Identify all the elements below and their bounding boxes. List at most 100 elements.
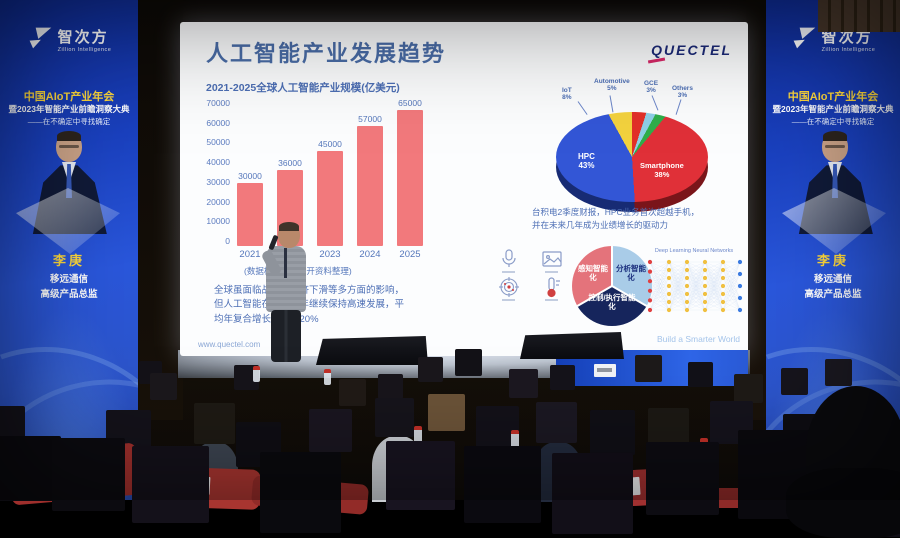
x-axis-label: 2024 [359, 249, 381, 260]
speaker-job-title: 高级产品总监 [40, 289, 98, 300]
bar-group: 65000 2025 [395, 98, 425, 260]
pie-leader-line [651, 95, 659, 111]
pie-slice-label: Smartphone 38% [640, 161, 684, 179]
zhicifang-logo-mark [793, 27, 815, 49]
ceiling-panels [818, 0, 900, 32]
bar-value-label: 57000 [358, 113, 382, 124]
y-axis-tick: 30000 [206, 176, 230, 187]
pie-slice-label: Automotive 5% [594, 78, 630, 93]
paper-sheet [605, 476, 641, 498]
water-bottle [414, 426, 422, 446]
bar-value-label: 45000 [318, 138, 342, 149]
pie-leader-line [577, 101, 588, 115]
bar [237, 182, 263, 246]
paper-sheet [0, 452, 26, 472]
portrait-tie [832, 164, 838, 198]
x-axis-label: 2025 [399, 249, 421, 260]
slide-title: 人工智能产业发展趋势 [206, 41, 447, 66]
sensor-icon-grid [492, 248, 568, 301]
speaker-company: 移远通信 [813, 274, 852, 285]
water-bottle [756, 450, 764, 470]
portrait-head [822, 131, 848, 162]
desk-name-card [594, 364, 616, 377]
speaker-company: 移远通信 [49, 274, 88, 285]
y-axis-tick: 40000 [206, 157, 230, 168]
presenter-legs [271, 310, 301, 362]
pie-note-line: 并在未来几年成为业绩增长的驱动力 [532, 220, 669, 231]
bar-group: 30000 2021 [235, 98, 265, 260]
wheel-label-perception: 感知智能化 [578, 264, 608, 282]
speaker-job-title: 高级产品总监 [804, 289, 862, 300]
audience-torso [372, 436, 424, 502]
speaker-name: 李庚 [816, 253, 849, 268]
water-bottle [511, 430, 519, 450]
pie-leader-line [609, 95, 614, 113]
bar-value-label: 36000 [278, 157, 302, 168]
positioning-icon [492, 276, 525, 301]
quectel-logo: QUECTEL [648, 42, 732, 63]
logo-subtext: Zillion Intelligence [57, 47, 112, 53]
stage-monitor [520, 332, 624, 359]
water-bottle [253, 366, 260, 382]
water-bottle [700, 438, 708, 458]
temperature-icon [535, 276, 568, 301]
speaker-name: 李庚 [52, 253, 85, 268]
event-subtitle: 暨2023年智能产业前瞻洞察大典 [772, 104, 894, 114]
paper-sheet [171, 475, 211, 495]
neural-network-title: Deep Learning Neural Networks [654, 248, 734, 254]
y-axis-tick: 50000 [206, 137, 230, 148]
audience-front-row [0, 0, 1, 1]
event-subtitle: 暨2023年智能产业前瞻洞察大典 [8, 104, 130, 114]
pie-slice-label: Others 3% [672, 85, 693, 100]
bar-chart: 70000 60000 50000 40000 30000 20000 10000 0 300… [194, 98, 462, 260]
bar-group: 45000 2023 [315, 98, 345, 260]
bar [317, 150, 343, 246]
pie-note: 台积电2季度财报，HPC业务首次超越手机， 并在未来几年成为业绩增长的驱动力 [532, 206, 699, 232]
water-bottle [86, 438, 94, 456]
pie-slice-label: IoT 8% [562, 87, 572, 102]
pie-chart: Automotive 5% GCE 3% Others 3% Smartphone 38% HP… [548, 78, 718, 218]
quectel-logo-text: QUECTEL [651, 42, 732, 58]
pie-leader-line [675, 99, 682, 115]
presenter-head [278, 222, 300, 248]
bar-value-label: 65000 [398, 98, 422, 108]
audience-torso [534, 442, 582, 502]
stage-wall-left [135, 0, 183, 420]
y-axis-tick: 10000 [206, 216, 230, 227]
bar-group: 57000 2024 [355, 98, 385, 260]
wheel-label-analysis: 分析智能化 [616, 264, 646, 282]
neural-network-diagram: Deep Learning Neural Networks [642, 248, 746, 322]
neural-network-graphic [647, 259, 743, 313]
bar-value-label: 30000 [238, 170, 262, 181]
image-icon [535, 248, 568, 273]
y-axis-tick: 0 [225, 235, 230, 246]
pie-note-line: 台积电2季度财报，HPC业务首次超越手机， [532, 207, 700, 217]
analysis-line: 均年复合增长率超过20% [214, 313, 319, 325]
y-axis-tick: 60000 [206, 117, 230, 128]
zhicifang-logo: 智次方 Zillion Intelligence [766, 26, 900, 53]
logo-text: 智次方 [821, 29, 873, 46]
x-axis-label: 2023 [319, 249, 341, 260]
wheel-label-control: 控制/执行智能化 [588, 293, 636, 311]
zhicifang-logo-mark [29, 27, 51, 49]
event-title: 中国AIoT产业年会 [23, 91, 115, 103]
logo-text: 智次方 [57, 29, 109, 46]
event-slogan: ——在不确定中寻找确定 [791, 117, 875, 126]
analysis-line: 但人工智能在未来几年继续保持高速发展，平 [214, 299, 405, 311]
bar-chart-title: 2021-2025全球人工智能产业规模(亿美元) [206, 82, 400, 94]
y-axis-tick: 20000 [206, 196, 230, 207]
analysis-line: 全球虽面临战争、经济下滑等多方面的影响， [214, 285, 405, 296]
x-axis-label: 2021 [239, 249, 261, 260]
left-event-banner: 智次方 Zillion Intelligence 中国AIoT产业年会 暨202… [0, 0, 138, 500]
event-title: 中国AIoT产业年会 [787, 91, 879, 103]
portrait-head [56, 131, 82, 162]
slide-footer-url: www.quectel.com [198, 340, 261, 349]
logo-subtext: Zillion Intelligence [821, 47, 876, 53]
presenter-on-stage [258, 222, 314, 362]
pie-slice-label: HPC 43% [578, 152, 595, 171]
water-bottle [324, 369, 331, 385]
pie-slice-label: GCE 3% [644, 80, 659, 95]
event-slogan: ——在不确定中寻找确定 [27, 117, 111, 126]
wheel-separator [611, 246, 613, 286]
zhicifang-logo: 智次方 Zillion Intelligence [0, 26, 138, 53]
